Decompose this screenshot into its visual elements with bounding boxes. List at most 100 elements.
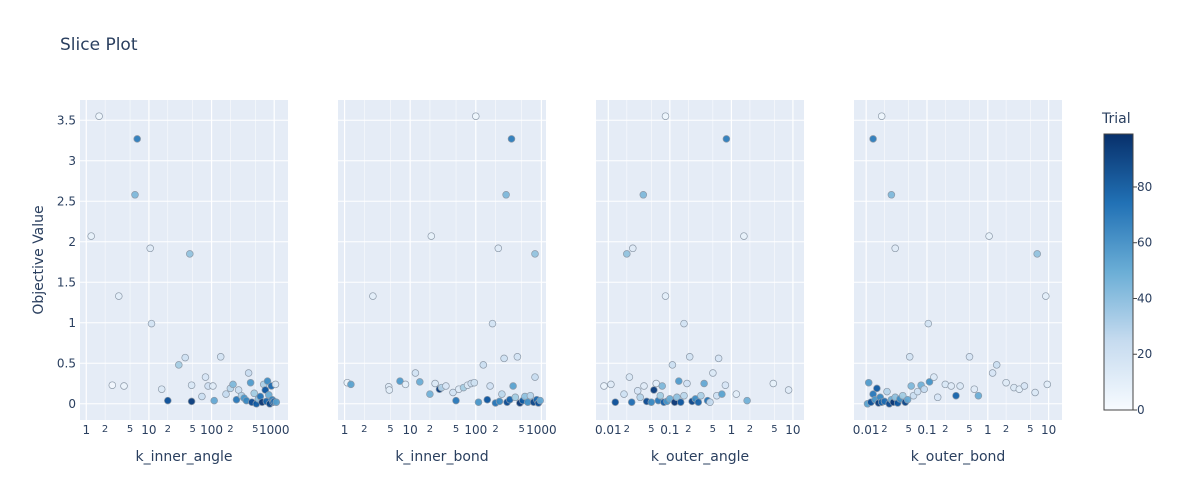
data-point[interactable] (661, 292, 670, 300)
data-point[interactable] (120, 382, 128, 390)
data-point[interactable] (905, 353, 914, 361)
data-point[interactable] (187, 397, 196, 406)
data-point[interactable] (509, 382, 517, 390)
data-point[interactable] (209, 382, 217, 390)
data-point[interactable] (947, 382, 955, 390)
data-point[interactable] (486, 382, 494, 390)
data-point[interactable] (676, 398, 685, 406)
data-point[interactable] (709, 369, 717, 377)
data-point[interactable] (216, 353, 225, 361)
data-point[interactable] (629, 244, 637, 253)
data-point[interactable] (133, 135, 141, 143)
data-point[interactable] (513, 353, 522, 361)
data-point[interactable] (431, 379, 439, 388)
data-point[interactable] (623, 250, 631, 258)
data-point[interactable] (661, 112, 670, 120)
data-point[interactable] (95, 112, 103, 120)
data-point[interactable] (956, 382, 964, 390)
data-point[interactable] (903, 395, 912, 404)
data-point[interactable] (675, 377, 683, 385)
data-point[interactable] (416, 378, 424, 386)
data-point[interactable] (232, 395, 241, 404)
data-point[interactable] (186, 250, 194, 258)
data-point[interactable] (511, 393, 520, 402)
data-point[interactable] (877, 112, 886, 120)
data-point[interactable] (108, 381, 117, 389)
data-point[interactable] (891, 244, 899, 253)
data-point[interactable] (697, 391, 705, 400)
data-point[interactable] (470, 378, 479, 387)
data-point[interactable] (115, 292, 123, 300)
data-point[interactable] (869, 135, 877, 143)
data-point[interactable] (369, 292, 377, 300)
data-point[interactable] (658, 382, 666, 390)
data-point[interactable] (721, 381, 730, 389)
data-point[interactable] (488, 319, 497, 328)
data-point[interactable] (656, 391, 665, 400)
data-point[interactable] (146, 244, 154, 253)
data-point[interactable] (1020, 382, 1029, 390)
data-point[interactable] (700, 379, 708, 388)
data-point[interactable] (157, 385, 166, 393)
data-point[interactable] (873, 384, 881, 393)
data-point[interactable] (1031, 388, 1039, 397)
data-point[interactable] (175, 361, 183, 369)
data-point[interactable] (899, 391, 907, 400)
data-point[interactable] (201, 373, 210, 381)
data-point[interactable] (1033, 250, 1041, 258)
data-point[interactable] (640, 382, 648, 390)
data-point[interactable] (498, 390, 506, 398)
data-point[interactable] (673, 393, 681, 402)
data-point[interactable] (526, 391, 535, 400)
data-point[interactable] (680, 319, 688, 328)
data-point[interactable] (244, 369, 253, 377)
data-point[interactable] (732, 390, 741, 398)
data-point[interactable] (229, 380, 237, 389)
data-point[interactable] (147, 319, 156, 328)
data-point[interactable] (385, 386, 394, 394)
data-point[interactable] (472, 112, 480, 120)
data-point[interactable] (536, 396, 544, 405)
data-point[interactable] (647, 398, 656, 406)
data-point[interactable] (396, 377, 404, 385)
data-point[interactable] (694, 398, 703, 406)
data-point[interactable] (246, 378, 255, 387)
data-point[interactable] (164, 396, 172, 405)
data-point[interactable] (920, 385, 928, 393)
data-point[interactable] (87, 232, 95, 240)
data-point[interactable] (985, 232, 993, 240)
data-point[interactable] (988, 369, 997, 377)
data-point[interactable] (607, 380, 615, 389)
data-point[interactable] (864, 378, 873, 387)
data-point[interactable] (531, 250, 539, 258)
data-point[interactable] (620, 390, 628, 398)
data-point[interactable] (507, 135, 516, 143)
data-point[interactable] (907, 382, 915, 390)
data-point[interactable] (740, 232, 748, 240)
data-point[interactable] (952, 391, 960, 400)
data-point[interactable] (479, 361, 488, 369)
data-point[interactable] (933, 393, 942, 402)
data-point[interactable] (611, 398, 620, 406)
data-point[interactable] (685, 353, 694, 361)
data-point[interactable] (1043, 380, 1052, 389)
data-point[interactable] (131, 191, 139, 199)
data-point[interactable] (531, 373, 539, 381)
data-point[interactable] (442, 382, 450, 390)
data-point[interactable] (680, 391, 688, 400)
data-point[interactable] (883, 387, 891, 396)
data-point[interactable] (668, 361, 677, 369)
data-point[interactable] (427, 232, 436, 240)
data-point[interactable] (494, 244, 503, 253)
data-point[interactable] (924, 319, 933, 328)
data-point[interactable] (970, 385, 979, 393)
data-point[interactable] (222, 390, 230, 398)
data-point[interactable] (718, 390, 726, 398)
data-point[interactable] (769, 379, 778, 388)
data-point[interactable] (452, 396, 460, 405)
data-point[interactable] (271, 380, 280, 389)
data-point[interactable] (449, 388, 457, 397)
data-point[interactable] (633, 387, 642, 395)
data-point[interactable] (250, 389, 258, 398)
data-point[interactable] (683, 379, 691, 388)
